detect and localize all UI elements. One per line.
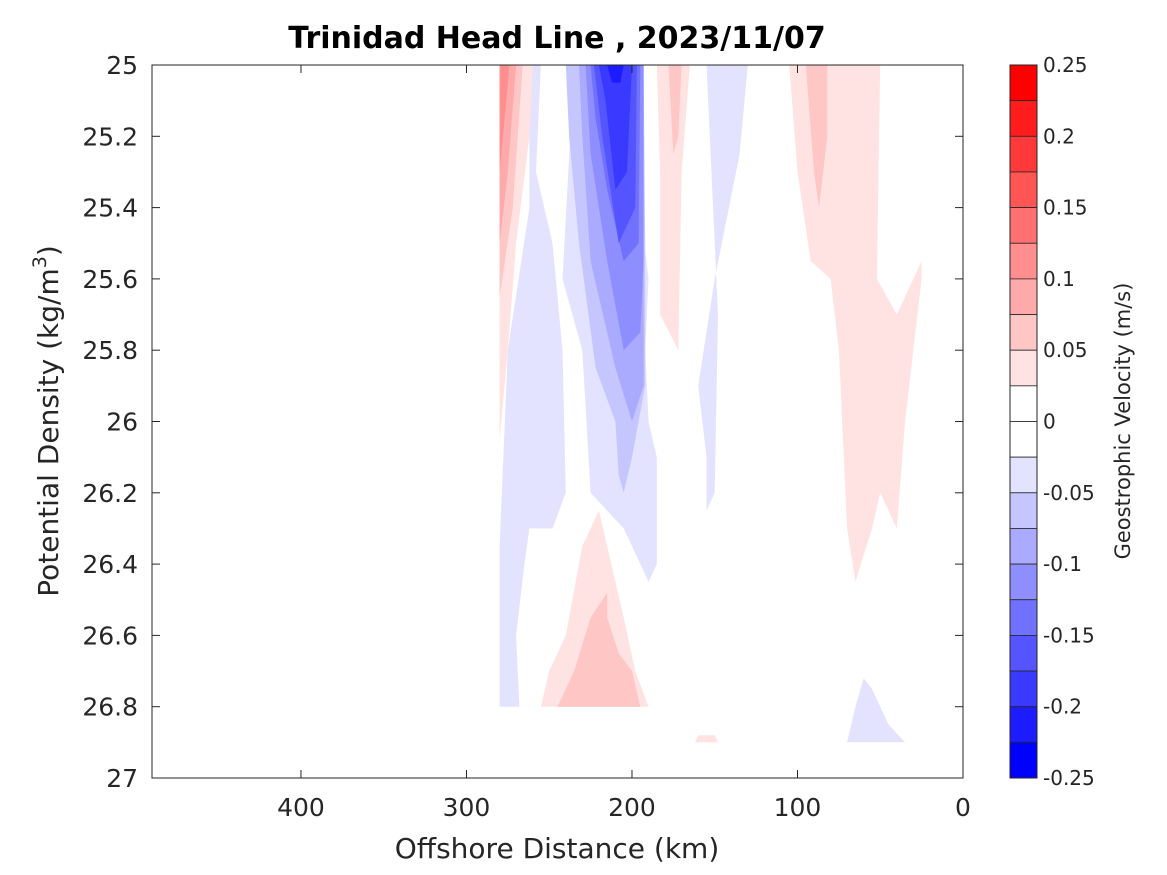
y-tick-label: 25.6	[82, 265, 138, 294]
y-tick-label: 26.6	[82, 621, 138, 650]
y-tick-label: 25	[106, 51, 138, 80]
colorbar-level	[1009, 207, 1038, 244]
contour-offshore-east-050	[805, 65, 828, 208]
colorbar-tick-label: -0.1	[1043, 552, 1082, 576]
colorbar-levels	[1009, 64, 1038, 779]
contour-deep-east-025	[847, 678, 906, 743]
contour-strip-170-025	[656, 65, 690, 351]
colorbar-level	[1009, 278, 1038, 315]
x-tick-label: 300	[443, 793, 491, 822]
x-tick-label: 200	[608, 793, 656, 822]
y-tick-label: 25.8	[82, 336, 138, 365]
contour-deep-northward-050	[557, 592, 641, 707]
contour-southward-core-225	[607, 65, 624, 83]
x-tick-label: 100	[774, 793, 822, 822]
y-axis-label-superscript: 3	[29, 256, 51, 268]
y-axis-label-suffix: )	[32, 245, 65, 256]
plot-area: 400 300 200 100 0 25 25.2 25.4 25.6 25.8 26 26.2 26…	[82, 51, 971, 822]
colorbar-level	[1009, 492, 1038, 529]
colorbar-level	[1009, 314, 1038, 351]
contour-strip-150-025	[698, 65, 748, 511]
y-tick-label: 26	[106, 408, 138, 437]
colorbar-tick-label: -0.25	[1043, 766, 1095, 790]
colorbar-level	[1009, 135, 1038, 173]
colorbar-label: Geostrophic Velocity (m/s)	[1111, 283, 1135, 560]
y-tick-label: 26.2	[82, 479, 138, 508]
y-tick-label: 27	[106, 764, 138, 793]
contour-strip-170-050	[668, 65, 682, 155]
colorbar-level	[1009, 100, 1038, 137]
contour-deep-150-025	[694, 735, 718, 743]
y-axis: 25 25.2 25.4 25.6 25.8 26 26.2 26.4 26.6 26.8 27	[82, 51, 963, 793]
colorbar-level	[1009, 599, 1038, 636]
x-axis: 400 300 200 100 0	[277, 65, 971, 822]
y-axis-label: Potential Density (kg/m3)	[29, 245, 65, 597]
colorbar-tick-label: 0.1	[1043, 267, 1075, 291]
colorbar-tick-label: -0.15	[1043, 623, 1095, 647]
colorbar-level	[1009, 64, 1038, 102]
colorbar-tick-label: 0.25	[1043, 53, 1088, 77]
colorbar-tick-label: 0.05	[1043, 338, 1088, 362]
y-tick-label: 26.4	[82, 550, 138, 579]
y-tick-label: 25.2	[82, 122, 138, 151]
contour-fills	[499, 65, 922, 743]
x-tick-label: 400	[277, 793, 325, 822]
colorbar-level	[1009, 421, 1038, 458]
x-tick-label: 0	[955, 793, 971, 822]
colorbar-level	[1009, 635, 1038, 672]
colorbar-level	[1009, 670, 1038, 708]
colorbar-level	[1009, 349, 1038, 387]
colorbar-level	[1009, 706, 1038, 743]
colorbar-frame	[1009, 64, 1038, 779]
colorbar-level	[1009, 171, 1038, 208]
colorbar-ticks: 0.25 0.2 0.15 0.1 0.05 0 -0.05 -0.1 -0.15 -0.2 -0.…	[1043, 53, 1095, 790]
colorbar-level	[1009, 563, 1038, 601]
colorbar-level	[1009, 242, 1038, 280]
colorbar-level	[1009, 385, 1038, 422]
contour-southward-core-200	[598, 65, 632, 190]
x-axis-label: Offshore Distance (km)	[395, 832, 720, 865]
colorbar-level	[1009, 741, 1038, 779]
contour-offshore-east-025	[789, 65, 922, 582]
y-tick-label: 25.4	[82, 194, 138, 223]
colorbar-tick-label: 0	[1043, 410, 1056, 434]
chart-title: Trinidad Head Line , 2023/11/07	[288, 21, 825, 56]
colorbar-tick-label: 0.2	[1043, 124, 1075, 148]
colorbar-tick-label: -0.2	[1043, 695, 1082, 719]
colorbar-tick-label: -0.05	[1043, 481, 1095, 505]
y-axis-label-main: Potential Density (kg/m	[32, 268, 65, 597]
colorbar-level	[1009, 456, 1038, 494]
colorbar-level	[1009, 528, 1038, 565]
y-tick-label: 26.8	[82, 693, 138, 722]
colorbar: 0.25 0.2 0.15 0.1 0.05 0 -0.05 -0.1 -0.15 -0.2 -0.…	[1009, 53, 1095, 790]
colorbar-tick-label: 0.15	[1043, 196, 1088, 220]
contour-northward-edge-100	[499, 65, 510, 172]
